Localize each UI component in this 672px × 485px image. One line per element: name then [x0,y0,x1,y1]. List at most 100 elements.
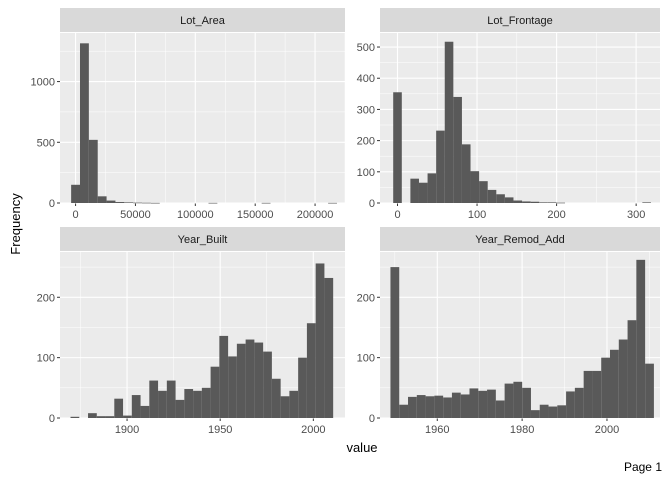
x-tick-label: 0 [73,209,79,221]
histogram-bar [328,202,337,204]
x-tick-label: 2000 [595,424,619,436]
histogram-bar [522,387,531,418]
histogram-bar [123,415,132,418]
histogram-bar [149,380,159,418]
histogram-bar [574,387,584,418]
histogram-bar [115,202,125,203]
x-tick-label: 200 [547,209,565,221]
histogram-bar [453,96,462,203]
histogram-bar [478,390,488,418]
histogram-bar [399,404,409,418]
histogram-bar [496,194,505,203]
histogram-bar [315,263,325,418]
histogram-bar [142,202,151,204]
histogram-bar [627,320,637,418]
histogram-bar [470,171,480,203]
histogram-bar [461,144,471,203]
x-tick-label: 50000 [120,209,151,221]
panel-background [380,33,660,203]
y-tick-label: 100 [357,167,375,179]
x-tick-label: 1950 [208,424,232,436]
page-footer: Page 1 [624,460,662,474]
histogram-bar [610,349,619,418]
histogram-bar [245,339,255,418]
histogram-bar [642,202,651,203]
x-tick-label: 1980 [510,424,534,436]
histogram-bar [556,202,566,204]
histogram-bar [443,397,452,418]
histogram-bar [175,399,185,418]
histogram-bar [566,391,575,418]
histogram-bar [522,201,531,203]
facet-year-built: Year_Built 1900 1950 2000 0 100 200 [37,227,345,436]
histogram-bar [618,339,628,418]
y-tick-label: 0 [49,198,55,210]
strip-header [60,8,345,32]
strip-title: Year_Remod_Add [475,234,565,246]
histogram-bar [133,202,143,204]
x-tick-label: 1900 [115,424,139,436]
x-axis-title: value [346,440,377,455]
histogram-bar [106,200,116,203]
histogram-bar [487,389,496,418]
histogram-bar [539,202,548,203]
y-tick-label: 0 [369,413,375,425]
histogram-bar [460,394,470,418]
histogram-bar [408,396,417,418]
y-tick-label: 0 [369,198,375,210]
strip-header [380,8,660,32]
histogram-bar [539,404,549,418]
strip-header [380,227,660,251]
histogram-bar [208,202,218,204]
panel-background [60,33,345,203]
x-tick-label: 2000 [301,424,325,436]
histogram-bar [124,202,134,203]
x-tick-label: 100 [468,209,486,221]
histogram-bar [254,342,264,418]
y-tick-label: 500 [37,137,55,149]
y-tick-label: 100 [37,353,55,365]
y-tick-label: 1000 [31,77,55,89]
strip-header [60,227,345,251]
strip-title: Lot_Area [180,15,226,27]
histogram-bar [434,395,444,418]
histogram-bar [105,416,115,418]
histogram-bar [601,357,611,418]
y-tick-label: 100 [357,353,375,365]
y-tick-label: 300 [357,104,375,116]
facet-year-remod-add: Year_Remod_Add 1960 1980 2000 0 100 200 [357,227,660,436]
histogram-bar [150,202,160,204]
y-axis-title: Frequency [8,193,23,255]
histogram-bar [324,277,334,418]
histogram-bar [393,92,402,203]
y-tick-label: 200 [357,292,375,304]
histogram-bar [645,363,654,418]
histogram-bar [219,335,229,418]
histogram-bar [479,181,488,203]
histogram-bar [504,383,514,418]
histogram-bar [166,380,176,418]
strip-title: Year_Built [178,234,228,246]
x-tick-label: 200000 [297,209,334,221]
histogram-bar [298,357,307,418]
histogram-bar [390,267,400,418]
y-tick-label: 500 [357,42,375,54]
histogram-bar [158,390,167,418]
histogram-bar [184,389,194,418]
x-tick-label: 0 [394,209,400,221]
histogram-bar [451,392,461,418]
histogram-bar [410,178,419,203]
histogram-bar [79,43,89,204]
histogram-bar [636,259,646,418]
x-tick-label: 150000 [237,209,274,221]
y-tick-label: 0 [49,413,55,425]
x-tick-label: 1960 [425,424,449,436]
y-tick-label: 200 [37,292,55,304]
histogram-bar [70,416,80,418]
histogram-bar [228,356,237,418]
histogram-bar [306,323,316,418]
histogram-bar [236,343,246,418]
histogram-bar [261,202,271,204]
